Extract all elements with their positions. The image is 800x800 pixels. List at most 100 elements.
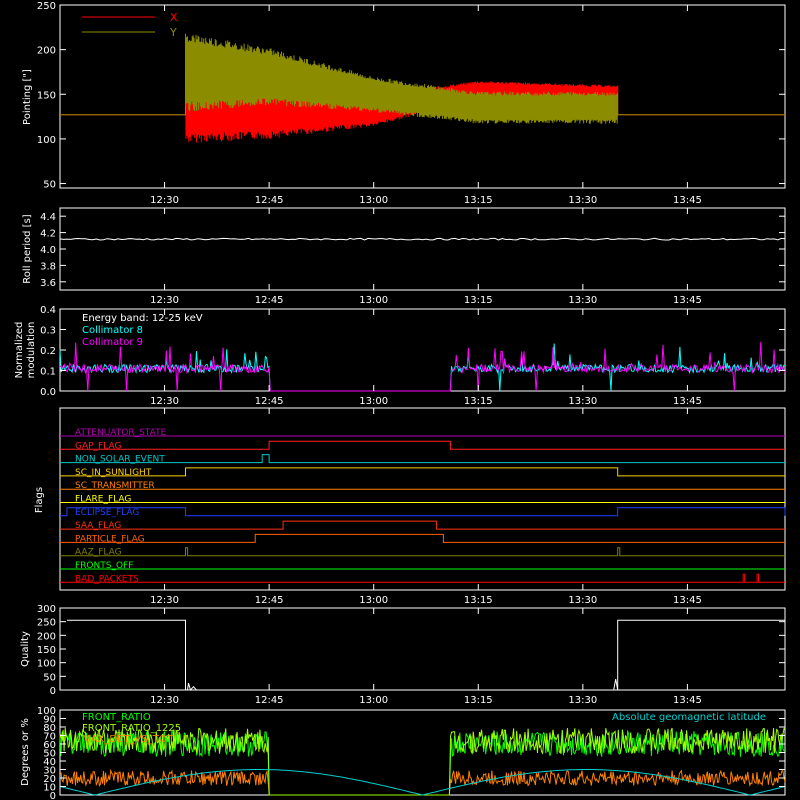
legend-y-label: Y xyxy=(169,26,177,39)
y-tick-label: 80 xyxy=(43,723,56,734)
panel-roll-frame xyxy=(59,207,786,291)
modulation-x-ticks: 12:30 12:45 13:00 13:15 13:30 13:45 xyxy=(150,309,702,407)
flag-label-flare-flag: FLARE_FLAG xyxy=(75,495,131,505)
ratio-y-label: Degrees or % xyxy=(20,718,31,786)
quality-x-ticks: 12:30 12:45 13:00 13:15 13:30 13:45 xyxy=(150,608,702,706)
panel-flags-frame xyxy=(59,407,786,591)
y-tick-label: 200 xyxy=(37,46,56,57)
flag-label-eclipse-flag: ECLIPSE_FLAG xyxy=(75,508,139,518)
x-tick-label: 13:45 xyxy=(673,695,702,706)
y-tick-label: 30 xyxy=(43,766,56,777)
y-tick-label: 300 xyxy=(37,604,56,615)
y-tick-label: 0.4 xyxy=(40,305,56,316)
legend-front-ratio: FRONT_RATIO xyxy=(82,712,151,723)
flag-label-attenuator-state: ATTENUATOR_STATE xyxy=(75,428,167,438)
x-tick-label: 13:45 xyxy=(673,595,702,606)
flag-label-particle-flag: PARTICLE_FLAG xyxy=(75,534,145,544)
modulation-y-ticks: 0.0 0.1 0.2 0.3 0.4 xyxy=(40,305,785,398)
y-tick-label: 0.1 xyxy=(40,367,56,378)
x-tick-label: 12:45 xyxy=(255,396,284,407)
flag-label-non-solar-event: NON_SOLAR_EVENT xyxy=(75,455,165,465)
x-tick-label: 13:30 xyxy=(568,595,597,606)
quality-spike xyxy=(186,683,197,691)
legend-max-det: MAX_DET_VS_TOT xyxy=(82,734,174,745)
x-tick-label: 13:00 xyxy=(359,695,388,706)
y-tick-label: 20 xyxy=(43,774,56,785)
y-tick-label: 40 xyxy=(43,757,56,768)
x-tick-label: 12:30 xyxy=(150,595,179,606)
y-tick-label: 250 xyxy=(37,618,56,629)
y-tick-label: 50 xyxy=(43,672,56,683)
quality-spike xyxy=(613,678,619,691)
pointing-legend: X Y xyxy=(82,11,178,39)
y-tick-label: 0 xyxy=(50,791,56,800)
x-tick-label: 12:30 xyxy=(150,195,179,206)
flag-line-saa-flag xyxy=(60,520,785,530)
quality-y-ticks: 0 50 100 150 200 250 300 xyxy=(37,604,785,697)
roll-y-label: Roll period [s] xyxy=(22,214,33,283)
flag-rows: ATTENUATOR_STATE GAP_FLAG NON_SOLAR_EVENT S… xyxy=(60,428,786,584)
x-tick-label: 12:30 xyxy=(150,295,179,306)
flag-line-aaz-flag xyxy=(60,547,785,557)
x-tick-label: 13:30 xyxy=(568,396,597,407)
x-tick-label: 12:30 xyxy=(150,695,179,706)
flag-label-saa-flag: SAA_FLAG xyxy=(75,521,121,531)
y-tick-label: 4.4 xyxy=(40,212,56,223)
x-tick-label: 13:30 xyxy=(568,295,597,306)
y-tick-label: 4.2 xyxy=(40,229,56,240)
x-tick-label: 13:15 xyxy=(464,695,493,706)
pointing-series-y-line xyxy=(60,33,785,124)
y-tick-label: 3.8 xyxy=(40,261,56,272)
energy-band-label: Energy band: 12-25 keV xyxy=(82,313,203,324)
x-tick-label: 12:45 xyxy=(255,295,284,306)
x-tick-label: 13:45 xyxy=(673,195,702,206)
panel-flags: ATTENUATOR_STATE GAP_FLAG NON_SOLAR_EVENT S… xyxy=(34,407,786,606)
x-tick-label: 13:30 xyxy=(568,695,597,706)
x-tick-label: 13:15 xyxy=(464,595,493,606)
panel-pointing: 50 100 150 200 250 12:30 12:45 13:00 13:15 13:30… xyxy=(22,1,786,206)
panel-pointing-frame xyxy=(59,4,786,189)
y-tick-label: 60 xyxy=(43,740,56,751)
roll-x-ticks: 12:30 12:45 13:00 13:15 13:30 13:45 xyxy=(150,208,702,306)
legend-x-label: X xyxy=(170,11,178,24)
x-tick-label: 13:00 xyxy=(359,396,388,407)
legend-collimator-8: Collimator 8 xyxy=(82,325,143,336)
y-tick-label: 10 xyxy=(43,783,56,794)
x-tick-label: 12:45 xyxy=(255,595,284,606)
x-tick-label: 13:00 xyxy=(359,295,388,306)
y-tick-label: 100 xyxy=(37,135,56,146)
ratio-series xyxy=(59,727,786,796)
pointing-y-ticks: 50 100 150 200 250 xyxy=(37,1,785,191)
x-tick-label: 13:45 xyxy=(673,396,702,407)
x-tick-label: 12:30 xyxy=(150,396,179,407)
flag-line-eclipse-flag xyxy=(60,507,786,517)
flag-label-bad-packets: BAD_PACKETS xyxy=(75,574,139,584)
y-tick-label: 90 xyxy=(43,715,56,726)
x-tick-label: 13:00 xyxy=(359,195,388,206)
flag-label-aaz-flag: AAZ_FLAG xyxy=(75,548,122,558)
flag-line-bad-packets xyxy=(60,573,785,583)
y-tick-label: 150 xyxy=(37,90,56,101)
modulation-series xyxy=(59,341,786,392)
y-tick-label: 50 xyxy=(43,749,56,760)
pointing-x-ticks: 12:30 12:45 13:00 13:15 13:30 13:45 xyxy=(150,5,702,206)
x-tick-label: 13:30 xyxy=(568,195,597,206)
legend-collimator-9: Collimator 9 xyxy=(82,337,143,348)
legend-front-ratio-1225: FRONT_RATIO_1225 xyxy=(82,723,181,734)
flags-y-label: Flags xyxy=(34,487,45,513)
y-tick-label: 150 xyxy=(37,645,56,656)
modulation-y-label: Normalized xyxy=(14,322,25,379)
x-tick-label: 13:00 xyxy=(359,595,388,606)
flag-label-sc-transmitter: SC_TRANSMITTER xyxy=(75,481,155,491)
y-tick-label: 50 xyxy=(43,180,56,191)
y-tick-label: 100 xyxy=(37,659,56,670)
y-tick-label: 100 xyxy=(37,706,56,717)
x-tick-label: 13:45 xyxy=(673,295,702,306)
y-tick-label: 0 xyxy=(50,686,56,697)
flag-line-gap-flag xyxy=(60,440,785,450)
flags-x-ticks: 12:30 12:45 13:00 13:15 13:30 13:45 xyxy=(150,408,702,606)
panel-roll-period: 3.6 3.8 4.0 4.2 4.4 12:30 12:45 13:00 13:15 13:3… xyxy=(22,207,786,306)
panel-modulation: 0.0 0.1 0.2 0.3 0.4 12:30 12:45 13:00 13:15 13:3… xyxy=(14,305,786,407)
